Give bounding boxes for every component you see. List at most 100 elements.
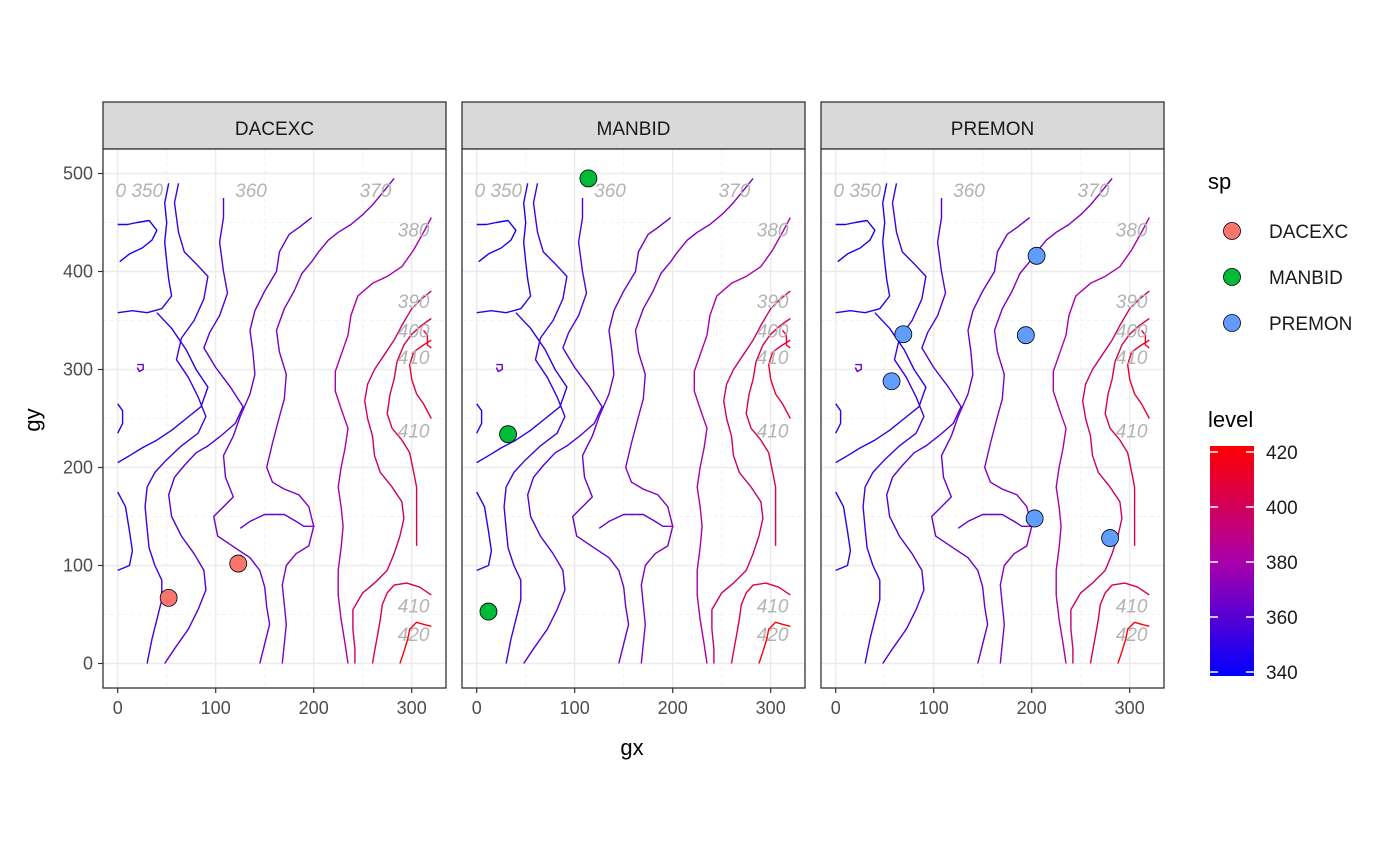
x-axis-title: gx: [620, 735, 643, 760]
facet-strip-label: MANBID: [597, 119, 671, 140]
level-colorbar: [1210, 446, 1254, 676]
contour-line: [399, 621, 432, 664]
legend-species-key: [1223, 222, 1241, 240]
panel-border: [461, 148, 806, 689]
contour-line: [854, 363, 862, 373]
contour-line: [239, 513, 310, 529]
contour-label: 380: [757, 220, 789, 241]
contour-line: [758, 621, 791, 664]
contour-line: [835, 183, 891, 314]
species-point: [882, 372, 901, 391]
facet-panel-dacexc: DACEXC 0 350 360 370 380 390 400 410 410 410 420: [102, 101, 447, 689]
contour-label: 0 350: [474, 181, 522, 202]
contour-line: [835, 491, 852, 572]
legend-species-label: MANBID: [1269, 268, 1343, 289]
x-tick-label: 100: [919, 698, 949, 718]
facet-strip: [461, 101, 806, 150]
contour-line: [476, 183, 532, 314]
contour-line: [768, 339, 791, 419]
contour-line: [476, 403, 483, 434]
species-point: [499, 425, 517, 444]
legend-species-key: [1223, 314, 1241, 332]
contour-line: [164, 198, 244, 664]
facet-strip-label: PREMON: [951, 119, 1034, 140]
contour-line: [1089, 582, 1150, 664]
contour-line: [213, 217, 313, 664]
contour-label: 420: [757, 625, 789, 646]
species-point: [159, 588, 178, 607]
contour-label: 410: [1116, 421, 1148, 442]
contour-label: 420: [398, 625, 430, 646]
contour-line: [781, 329, 791, 349]
x-tick-label: 100: [560, 698, 590, 718]
y-tick-label: 0: [83, 654, 93, 674]
contour-label: 400: [757, 321, 789, 342]
contour-line: [117, 219, 158, 263]
contour-label: 410: [1116, 348, 1148, 369]
contour-label: 410: [398, 597, 430, 618]
legend-species: sp DACEXC MANBID PREMON: [1208, 169, 1352, 335]
contour-line: [117, 491, 134, 572]
contour-line: [693, 217, 791, 664]
contour-line: [1052, 217, 1150, 664]
contour-line: [835, 219, 876, 263]
species-point: [479, 602, 498, 621]
x-tick-label: 300: [397, 698, 427, 718]
species-point: [579, 169, 598, 188]
contour-label: 360: [594, 181, 626, 202]
contour-line: [1117, 621, 1150, 664]
x-tick-label: 200: [1017, 698, 1047, 718]
contour-line: [711, 290, 791, 664]
contour-label: 370: [719, 181, 751, 202]
contour-line: [882, 198, 962, 664]
contour-label: 410: [1116, 597, 1148, 618]
contour-label: 0 350: [833, 181, 881, 202]
y-tick-label: 100: [63, 556, 93, 576]
contour-line: [1104, 317, 1150, 546]
facet-strip: [820, 101, 1165, 150]
facet-panel-manbid: MANBID 0 350 360 370 380 390 400 410 410 410 420: [461, 101, 806, 689]
contour-label: 400: [398, 321, 430, 342]
contour-label: 400: [1116, 321, 1148, 342]
contour-line: [409, 339, 432, 419]
contour-line: [386, 317, 432, 546]
contour-line: [572, 217, 672, 664]
contour-label: 370: [1078, 181, 1110, 202]
x-tick-label: 100: [201, 698, 231, 718]
x-tick-label: 0: [831, 698, 841, 718]
contour-line: [730, 582, 791, 664]
x-tick-label: 300: [756, 698, 786, 718]
panel-border: [820, 148, 1165, 689]
contour-line: [476, 312, 568, 464]
contour-line: [352, 290, 432, 664]
contour-line: [144, 183, 209, 664]
contour-line: [835, 403, 842, 434]
contour-label: 380: [398, 220, 430, 241]
colorbar-tick-label: 400: [1266, 498, 1298, 519]
x-tick-label: 200: [299, 698, 329, 718]
contour-line: [334, 217, 432, 664]
colorbar-tick-label: 380: [1266, 553, 1298, 574]
contour-line: [1127, 339, 1150, 419]
contour-line: [862, 183, 927, 664]
contour-label: 370: [360, 181, 392, 202]
contour-label: 360: [235, 181, 267, 202]
facet-strip-label: DACEXC: [235, 119, 314, 140]
panel-border: [102, 148, 447, 689]
y-tick-label: 300: [63, 360, 93, 380]
species-point: [1025, 509, 1044, 528]
legend-level: level 340 360 380 400 420: [1208, 407, 1298, 684]
contour-line: [1070, 290, 1150, 664]
facet-panel-premon: PREMON 0 350 360 370 380 390 400 410 410 410 420: [820, 101, 1165, 689]
contour-line: [495, 363, 503, 373]
x-tick-label: 0: [113, 698, 123, 718]
contour-line: [745, 317, 791, 546]
contour-label: 410: [398, 421, 430, 442]
contour-label: 410: [757, 597, 789, 618]
contour-label: 390: [398, 292, 430, 313]
contour-line: [931, 217, 1031, 664]
contour-line: [625, 177, 754, 664]
contour-label: 390: [1116, 292, 1148, 313]
contour-line: [476, 219, 517, 263]
contour-line: [422, 329, 432, 349]
